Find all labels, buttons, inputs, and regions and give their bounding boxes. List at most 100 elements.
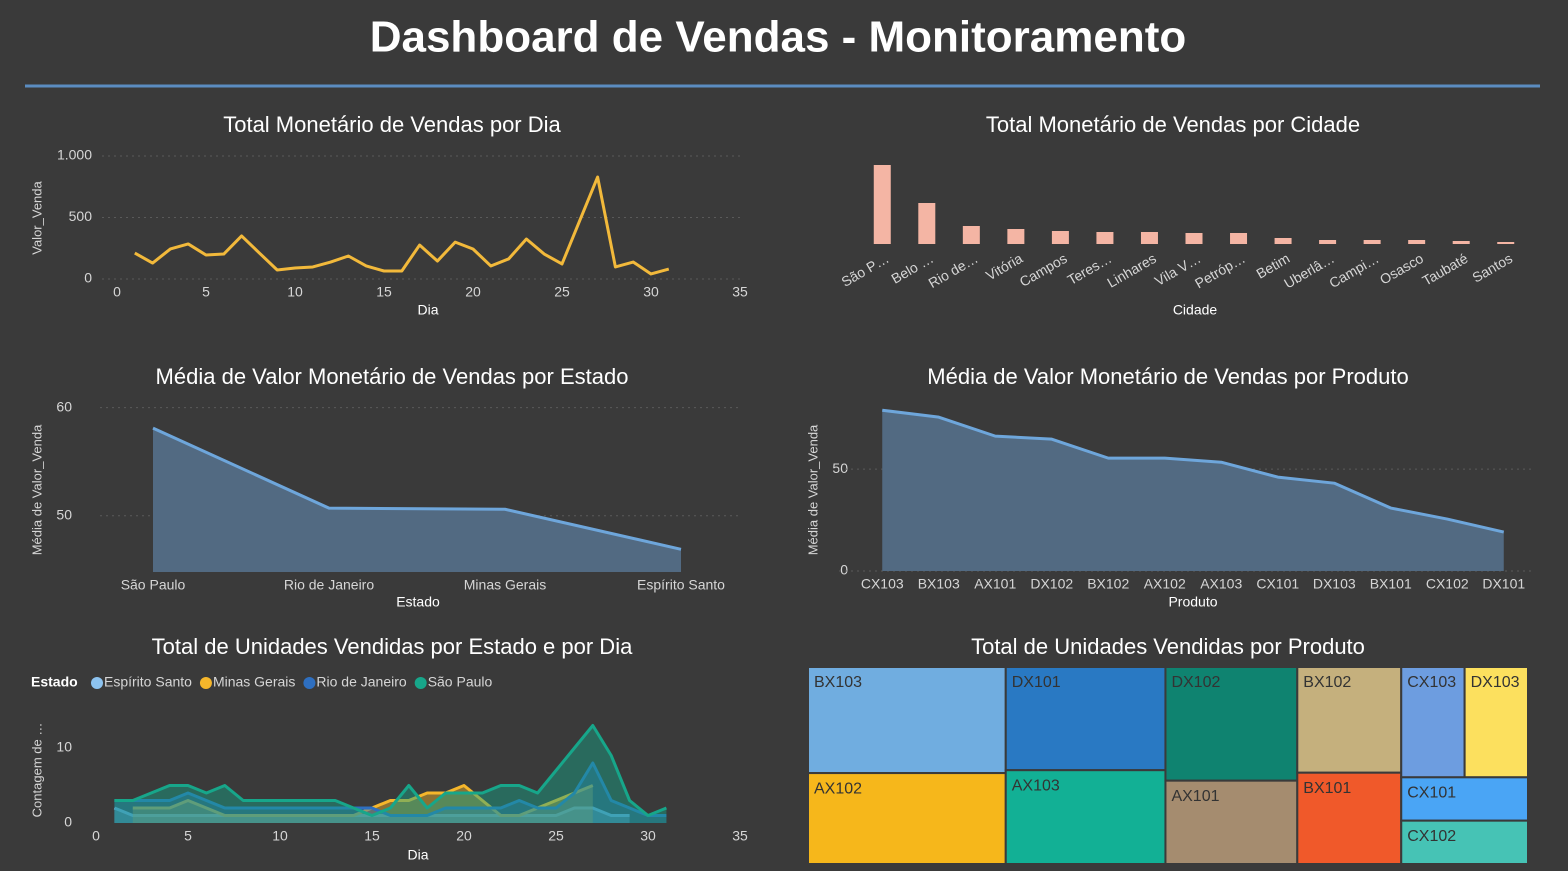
x-tick-label: 25 [554, 284, 570, 300]
x-axis-label: Estado [396, 594, 440, 610]
treemap-tile [1004, 769, 1167, 866]
treemap-tile [807, 666, 1007, 775]
tile-label: DX101 [1012, 674, 1061, 691]
area-line [152, 426, 682, 551]
x-tick-label: 25 [548, 828, 564, 844]
y-axis-label: Média de Valor_Venda [805, 424, 820, 555]
treemap-tile [1164, 779, 1299, 866]
x-tick-label: AX101 [974, 576, 1016, 592]
treemap-tile [1004, 666, 1167, 772]
area-line [882, 408, 1505, 534]
legend-label: Minas Gerais [213, 674, 295, 690]
x-tick-label: BX102 [1087, 576, 1129, 592]
legend-label: Rio de Janeiro [316, 674, 406, 690]
tile-label: CX103 [1407, 674, 1456, 691]
treemap-tile [1463, 666, 1530, 779]
bar [1007, 229, 1025, 244]
treemap-tile [1400, 819, 1529, 865]
x-tick-label: DX102 [1030, 576, 1073, 592]
legend-marker [303, 677, 316, 689]
legend-marker [414, 677, 427, 689]
x-tick-label: 10 [287, 284, 303, 300]
series-line [114, 761, 667, 817]
y-axis-label: Valor_Venda [29, 180, 44, 254]
x-tick-label: AX103 [1200, 576, 1242, 592]
x-tick-label: BX103 [918, 576, 960, 592]
x-tick-label: 5 [202, 284, 210, 300]
x-tick-label: 15 [364, 828, 380, 844]
x-tick-label: CX103 [861, 576, 904, 592]
legend-marker [91, 677, 103, 689]
x-tick-label: 20 [465, 284, 481, 300]
tile-label: AX102 [814, 780, 862, 797]
tile-label: CX102 [1407, 828, 1456, 845]
x-tick-label: BX101 [1370, 576, 1412, 592]
x-tick-label: 30 [640, 828, 656, 844]
bar [1497, 242, 1515, 244]
chart-title: Total Monetário de Vendas por Dia [223, 112, 561, 137]
bar [1140, 232, 1158, 244]
bar [1452, 241, 1470, 244]
area-fill [153, 428, 681, 572]
x-tick-label: 35 [732, 284, 748, 300]
legend-marker [199, 677, 212, 689]
y-axis-label: Contagem de … [29, 723, 44, 818]
y-axis-label: Média de Valor_Venda [29, 424, 44, 555]
y-tick-label: 0 [64, 814, 72, 830]
tile-label: AX103 [1012, 777, 1060, 794]
chart-title: Total de Unidades Vendidas por Produto [971, 634, 1365, 659]
tile-label: CX101 [1407, 785, 1456, 802]
x-axis-label: Produto [1168, 594, 1217, 610]
x-tick-label: AX102 [1144, 576, 1186, 592]
bar [1363, 240, 1381, 244]
chart-title: Total Monetário de Vendas por Cidade [986, 112, 1360, 137]
x-axis-label: Dia [417, 302, 438, 318]
tile-label: DX102 [1171, 674, 1220, 691]
area-fill [882, 410, 1504, 571]
chart-title: Média de Valor Monetário de Vendas por P… [927, 364, 1408, 389]
x-tick-label: 5 [184, 828, 192, 844]
x-tick-label: 35 [732, 828, 748, 844]
x-tick-label: Rio de Janeiro [284, 577, 374, 593]
bar [1185, 233, 1203, 244]
x-tick-label: 15 [376, 284, 392, 300]
bar [1408, 240, 1426, 244]
x-tick-label: 0 [92, 828, 100, 844]
bar [1051, 231, 1069, 244]
y-tick-label: 60 [56, 398, 72, 414]
legend-title: Estado [31, 674, 78, 690]
y-tick-label: 0 [84, 270, 92, 286]
legend-label: São Paulo [428, 674, 493, 690]
bar [962, 226, 980, 244]
bar [873, 165, 891, 244]
x-tick-label: DX103 [1313, 576, 1356, 592]
series-line [114, 724, 667, 817]
x-tick-label: 30 [643, 284, 659, 300]
x-tick-label: Espírito Santo [637, 577, 725, 593]
x-axis-label: Dia [407, 847, 428, 863]
tile-label: BX103 [814, 674, 862, 691]
y-tick-label: 50 [832, 460, 848, 476]
bar [918, 203, 936, 244]
y-tick-label: 500 [69, 208, 93, 224]
legend-label: Espírito Santo [104, 674, 192, 690]
chart-title: Média de Valor Monetário de Vendas por E… [156, 364, 629, 389]
chart-title: Total de Unidades Vendidas por Estado e … [152, 634, 633, 659]
dashboard-title: Dashboard de Vendas - Monitoramento [370, 13, 1187, 62]
x-tick-label: DX101 [1482, 576, 1525, 592]
x-tick-label: Minas Gerais [464, 577, 546, 593]
bar [1096, 232, 1114, 244]
tile-label: BX102 [1303, 674, 1351, 691]
bar [1230, 233, 1248, 244]
bar [1274, 238, 1292, 244]
y-tick-label: 0 [840, 562, 848, 578]
x-tick-label: 20 [456, 828, 472, 844]
x-tick-label: CX102 [1426, 576, 1469, 592]
series-area [114, 725, 667, 823]
tile-label: AX101 [1171, 788, 1219, 805]
x-tick-label: 0 [113, 284, 121, 300]
y-tick-label: 1.000 [57, 147, 92, 163]
y-tick-label: 50 [56, 506, 72, 522]
